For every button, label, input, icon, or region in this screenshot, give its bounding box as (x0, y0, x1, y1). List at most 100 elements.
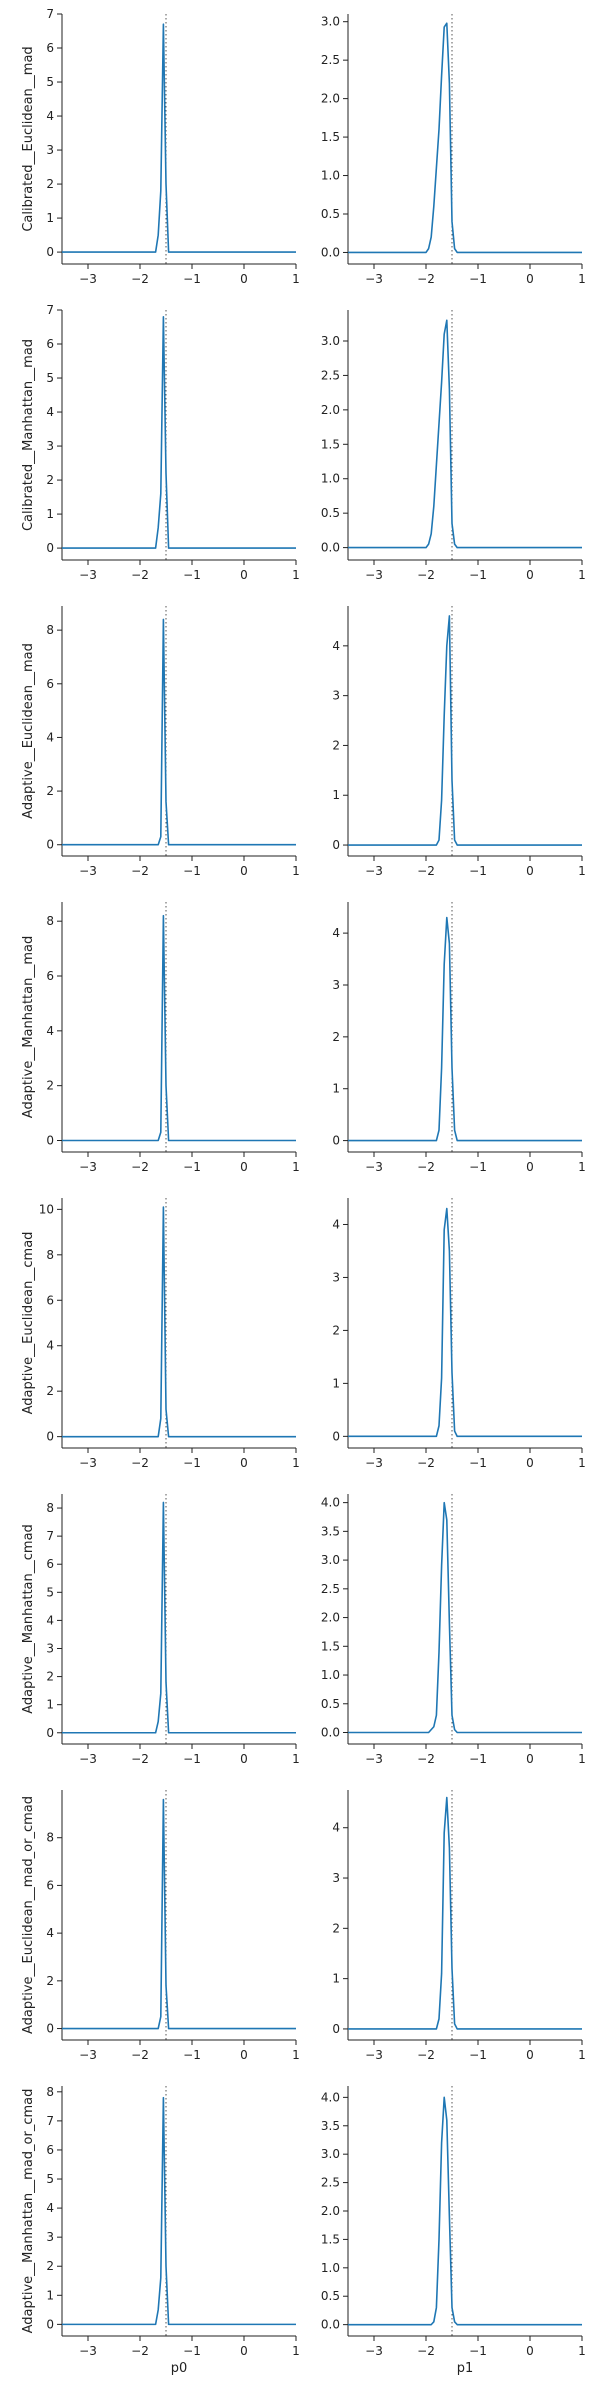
y-tick-label-1-0-4: 4 (46, 405, 54, 419)
x-tick-label-0-0-0: −3 (79, 272, 97, 286)
x-tick-label-1-1-3: 0 (526, 568, 534, 582)
y-tick-label-3-0-4: 8 (46, 914, 54, 928)
x-tick-label-1-0-3: 0 (240, 568, 248, 582)
y-tick-label-0-1-5: 2.5 (321, 53, 340, 67)
x-tick-label-2-1-3: 0 (526, 864, 534, 878)
y-tick-label-4-1-3: 3 (332, 1270, 340, 1284)
x-tick-label-7-1-1: −2 (417, 2344, 435, 2358)
y-tick-label-0-1-4: 2.0 (321, 92, 340, 106)
x-tick-label-2-0-0: −3 (79, 864, 97, 878)
y-tick-label-1-0-3: 3 (46, 439, 54, 453)
x-tick-label-5-0-0: −3 (79, 1752, 97, 1766)
y-tick-label-3-1-0: 0 (332, 1134, 340, 1148)
y-tick-label-5-1-6: 3.0 (321, 1553, 340, 1567)
x-tick-label-0-1-2: −1 (469, 272, 487, 286)
x-tick-label-0-1-3: 0 (526, 272, 534, 286)
row-ylabel-3: Adaptive__Manhattan__mad (21, 936, 36, 1118)
y-tick-label-2-1-2: 2 (332, 738, 340, 752)
y-tick-label-6-0-0: 0 (46, 2022, 54, 2036)
y-tick-label-5-1-0: 0.0 (321, 1726, 340, 1740)
x-tick-label-6-0-3: 0 (240, 2048, 248, 2062)
x-tick-label-2-0-4: 1 (292, 864, 300, 878)
y-tick-label-3-1-3: 3 (332, 978, 340, 992)
y-tick-label-2-1-1: 1 (332, 788, 340, 802)
x-tick-label-4-1-3: 0 (526, 1456, 534, 1470)
y-tick-label-4-0-1: 2 (46, 1384, 54, 1398)
x-tick-label-3-1-0: −3 (365, 1160, 383, 1174)
density-curve-0-0 (62, 23, 296, 253)
y-tick-label-1-1-5: 2.5 (321, 368, 340, 382)
x-tick-label-2-0-2: −1 (183, 864, 201, 878)
x-tick-label-5-0-1: −2 (131, 1752, 149, 1766)
x-tick-label-2-1-2: −1 (469, 864, 487, 878)
y-tick-label-1-1-1: 0.5 (321, 506, 340, 520)
y-tick-label-0-0-0: 0 (46, 245, 54, 259)
y-tick-label-0-1-0: 0.0 (321, 245, 340, 259)
y-tick-label-7-0-0: 0 (46, 2317, 54, 2331)
row-ylabel-1: Calibrated__Manhattan__mad (21, 339, 36, 531)
y-tick-label-7-0-1: 1 (46, 2288, 54, 2302)
y-tick-label-7-0-8: 8 (46, 2085, 54, 2099)
x-tick-label-4-1-4: 1 (578, 1456, 586, 1470)
x-tick-label-0-1-1: −2 (417, 272, 435, 286)
row-ylabel-6: Adaptive__Euclidean__mad_or_cmad (21, 1796, 36, 2034)
y-tick-label-5-0-5: 5 (46, 1585, 54, 1599)
y-tick-label-0-0-7: 7 (46, 7, 54, 21)
x-tick-label-1-0-1: −2 (131, 568, 149, 582)
x-tick-label-5-1-3: 0 (526, 1752, 534, 1766)
density-curve-2-0 (62, 618, 296, 846)
y-tick-label-0-0-2: 2 (46, 177, 54, 191)
y-tick-label-5-0-4: 4 (46, 1613, 54, 1627)
y-tick-label-5-1-7: 3.5 (321, 1524, 340, 1538)
x-tick-label-2-1-0: −3 (365, 864, 383, 878)
y-tick-label-1-0-2: 2 (46, 473, 54, 487)
y-tick-label-5-1-3: 1.5 (321, 1639, 340, 1653)
x-tick-label-7-0-1: −2 (131, 2344, 149, 2358)
x-tick-label-3-0-2: −1 (183, 1160, 201, 1174)
x-tick-label-4-1-1: −2 (417, 1456, 435, 1470)
y-tick-label-3-0-1: 2 (46, 1079, 54, 1093)
x-axis-label-1: p1 (457, 2361, 474, 2376)
y-tick-label-5-1-5: 2.5 (321, 1582, 340, 1596)
y-tick-label-7-1-5: 2.5 (321, 2176, 340, 2190)
y-tick-label-4-0-3: 6 (46, 1293, 54, 1307)
density-curve-6-1 (348, 1796, 582, 2030)
x-tick-label-3-1-1: −2 (417, 1160, 435, 1174)
density-curve-4-1 (348, 1207, 582, 1438)
y-tick-label-4-0-4: 8 (46, 1248, 54, 1262)
y-tick-label-2-1-3: 3 (332, 689, 340, 703)
x-tick-label-4-1-2: −1 (469, 1456, 487, 1470)
row-ylabel-2: Adaptive__Euclidean__mad (21, 643, 36, 819)
y-tick-label-0-0-6: 6 (46, 41, 54, 55)
density-curve-7-1 (348, 2096, 582, 2326)
y-tick-label-4-1-0: 0 (332, 1429, 340, 1443)
density-curve-5-1 (348, 1501, 582, 1734)
y-tick-label-0-0-5: 5 (46, 75, 54, 89)
x-tick-label-5-1-0: −3 (365, 1752, 383, 1766)
y-tick-label-2-0-2: 4 (46, 730, 54, 744)
y-tick-label-2-0-0: 0 (46, 838, 54, 852)
y-tick-label-3-1-4: 4 (332, 926, 340, 940)
x-tick-label-0-0-1: −2 (131, 272, 149, 286)
x-tick-label-0-0-2: −1 (183, 272, 201, 286)
x-tick-label-4-0-3: 0 (240, 1456, 248, 1470)
density-curve-6-0 (62, 1798, 296, 2030)
density-curve-3-0 (62, 914, 296, 1142)
y-tick-label-6-1-0: 0 (332, 2022, 340, 2036)
x-tick-label-1-0-4: 1 (292, 568, 300, 582)
x-tick-label-7-1-4: 1 (578, 2344, 586, 2358)
y-tick-label-7-1-8: 4.0 (321, 2090, 340, 2104)
y-tick-label-3-1-1: 1 (332, 1082, 340, 1096)
x-tick-label-3-1-3: 0 (526, 1160, 534, 1174)
x-tick-label-6-0-1: −2 (131, 2048, 149, 2062)
y-tick-label-5-1-2: 1.0 (321, 1668, 340, 1682)
y-tick-label-0-1-2: 1.0 (321, 169, 340, 183)
x-tick-label-0-0-4: 1 (292, 272, 300, 286)
y-tick-label-5-0-3: 3 (46, 1641, 54, 1655)
y-tick-label-5-0-6: 6 (46, 1557, 54, 1571)
x-tick-label-4-1-0: −3 (365, 1456, 383, 1470)
y-tick-label-2-0-3: 6 (46, 677, 54, 691)
y-tick-label-1-0-5: 5 (46, 371, 54, 385)
x-tick-label-7-1-0: −3 (365, 2344, 383, 2358)
